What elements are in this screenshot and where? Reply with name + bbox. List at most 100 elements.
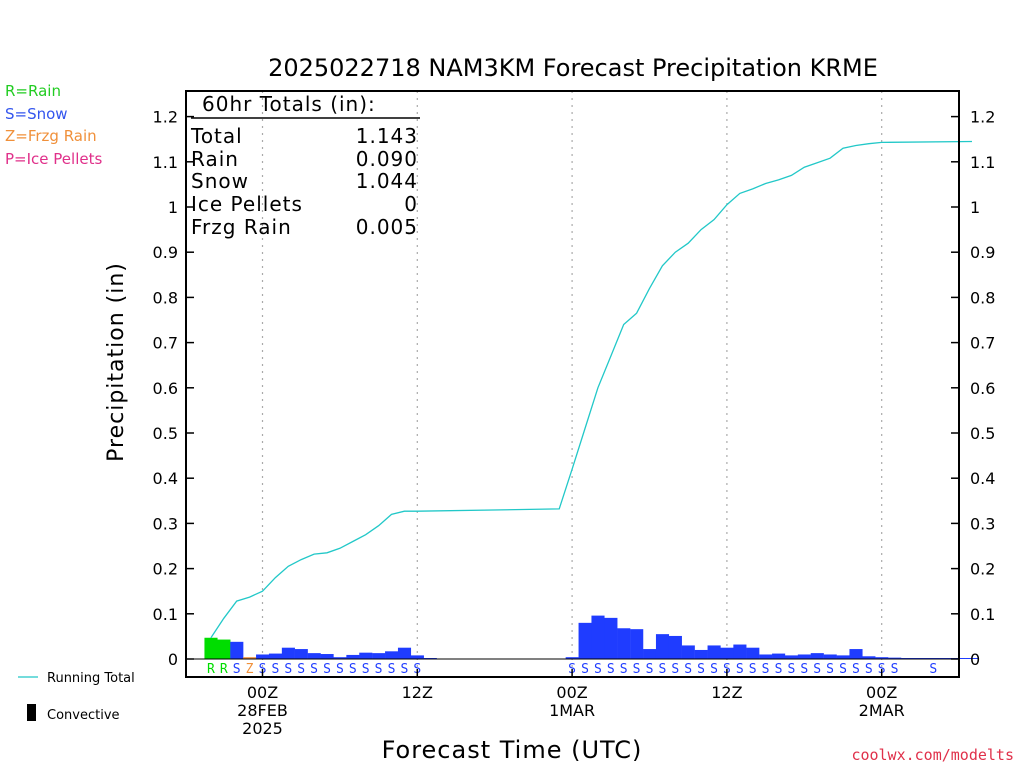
y-tick-label-right: 1	[970, 198, 980, 217]
hourly-bar	[591, 615, 605, 659]
totals-value-rain: 0.090	[356, 147, 418, 171]
hourly-bar	[565, 657, 579, 659]
x-axis-label: Forecast Time (UTC)	[382, 736, 643, 764]
hourly-bar	[268, 653, 283, 659]
line-legend: Running Total Convective	[18, 671, 135, 723]
hourly-bar	[630, 629, 644, 659]
precip-type-letter: S	[375, 662, 383, 677]
hourly-bar	[772, 653, 786, 659]
precip-type-letter: R	[220, 662, 228, 677]
hourly-bar	[307, 653, 321, 659]
precip-type-letter: S	[607, 662, 615, 677]
y-axis-ticks: 0 0 0.1 0.1 0.2 0.2 0.3 0.3 0.4 0.4 0.5 0.5 0.6 0.6 0.…	[153, 108, 996, 669]
hourly-bar	[668, 635, 682, 659]
totals-label-total: Total	[190, 124, 243, 148]
hourly-bar	[617, 628, 631, 659]
x-tick-label: 2025	[242, 719, 283, 738]
hourly-bar	[849, 649, 863, 659]
hourly-bar	[333, 657, 347, 659]
legend-ice-pellets: P=Ice Pellets	[5, 150, 102, 168]
hourly-bar	[694, 649, 708, 659]
y-tick-label-left: 0.8	[153, 288, 178, 307]
y-tick-label-right: 0.8	[970, 288, 995, 307]
running-total-line	[210, 140, 973, 639]
precip-type-letter: S	[775, 662, 783, 677]
x-tick-label: 00Z	[556, 683, 587, 702]
hourly-bar	[204, 637, 218, 659]
hourly-bar	[823, 654, 837, 659]
precip-type-letter: S	[594, 662, 602, 677]
precip-type-letter: S	[646, 662, 654, 677]
precip-type-letter: S	[581, 662, 589, 677]
y-tick-label-right: 0.3	[970, 514, 995, 533]
running-total-label: Running Total	[47, 671, 135, 686]
precip-type-letter: S	[891, 662, 899, 677]
precip-type-letter: S	[671, 662, 679, 677]
y-tick-label-right: 0.6	[970, 379, 995, 398]
precip-type-letter: S	[310, 662, 318, 677]
hourly-bar	[604, 617, 618, 659]
hourly-bar	[320, 654, 334, 659]
y-tick-label-left: 0.2	[153, 560, 178, 579]
precip-type-letter: S	[271, 662, 279, 677]
precip-type-letter: S	[710, 662, 718, 677]
precip-type-letter: S	[813, 662, 821, 677]
hourly-bar	[643, 649, 657, 659]
precip-type-letter: S	[736, 662, 744, 677]
legend-rain: R=Rain	[5, 82, 61, 100]
precip-type-letter: S	[233, 662, 241, 677]
hourly-bar	[372, 653, 386, 659]
precip-type-letter: S	[839, 662, 847, 677]
precip-type-letter: S	[284, 662, 292, 677]
precip-type-letter: Z	[246, 662, 254, 677]
precip-type-letter: S	[800, 662, 808, 677]
precip-type-letter: S	[336, 662, 344, 677]
x-tick-label: 00Z	[247, 683, 278, 702]
y-tick-label-left: 0.5	[153, 424, 178, 443]
hourly-bar	[862, 656, 876, 659]
hourly-bar	[217, 639, 231, 659]
precip-type-letter: S	[297, 662, 305, 677]
precip-type-letter: S	[362, 662, 370, 677]
totals-value-snow: 1.044	[356, 169, 418, 193]
totals-value-total: 1.143	[356, 124, 418, 148]
hourly-bar	[410, 655, 424, 659]
precip-type-letter: S	[826, 662, 834, 677]
y-tick-label-left: 1.2	[153, 108, 178, 127]
hourly-bar	[836, 655, 850, 659]
hourly-bar	[346, 654, 360, 659]
hourly-bar	[681, 645, 695, 659]
x-tick-label: 1MAR	[549, 701, 595, 720]
precip-type-letter: S	[929, 662, 937, 677]
hourly-bar	[797, 654, 811, 659]
y-tick-label-right: 1.2	[970, 108, 995, 127]
precip-type-legend: R=Rain S=Snow Z=Frzg Rain P=Ice Pellets	[5, 82, 102, 168]
hourly-bar	[875, 657, 889, 659]
site-credit: coolwx.com/modelts	[851, 746, 1014, 764]
precip-type-letter: S	[865, 662, 873, 677]
hourly-bar	[888, 657, 902, 659]
y-tick-label-left: 1.1	[153, 153, 178, 172]
x-tick-label: 2MAR	[859, 701, 905, 720]
hourly-bar	[256, 654, 270, 659]
chart-title: 2025022718 NAM3KM Forecast Precipitation…	[268, 54, 878, 82]
x-tick-label: 00Z	[866, 683, 897, 702]
hourly-bars	[204, 615, 979, 659]
precip-type-letter: S	[620, 662, 628, 677]
y-tick-label-left: 0.1	[153, 605, 178, 624]
convective-label: Convective	[47, 708, 120, 723]
hourly-bar	[965, 658, 979, 659]
y-tick-label-right: 0.4	[970, 469, 995, 488]
y-tick-label-left: 0.4	[153, 469, 178, 488]
hourly-bar	[733, 644, 747, 659]
hourly-bar	[746, 647, 760, 659]
totals-value-freezing-rain: 0.005	[356, 215, 418, 239]
y-tick-label-left: 0	[168, 650, 178, 669]
y-tick-label-right: 0.7	[970, 334, 995, 353]
hourly-bar	[359, 652, 373, 659]
y-tick-label-left: 1	[168, 198, 178, 217]
precip-type-letter: S	[749, 662, 757, 677]
precip-type-letter: S	[658, 662, 666, 677]
